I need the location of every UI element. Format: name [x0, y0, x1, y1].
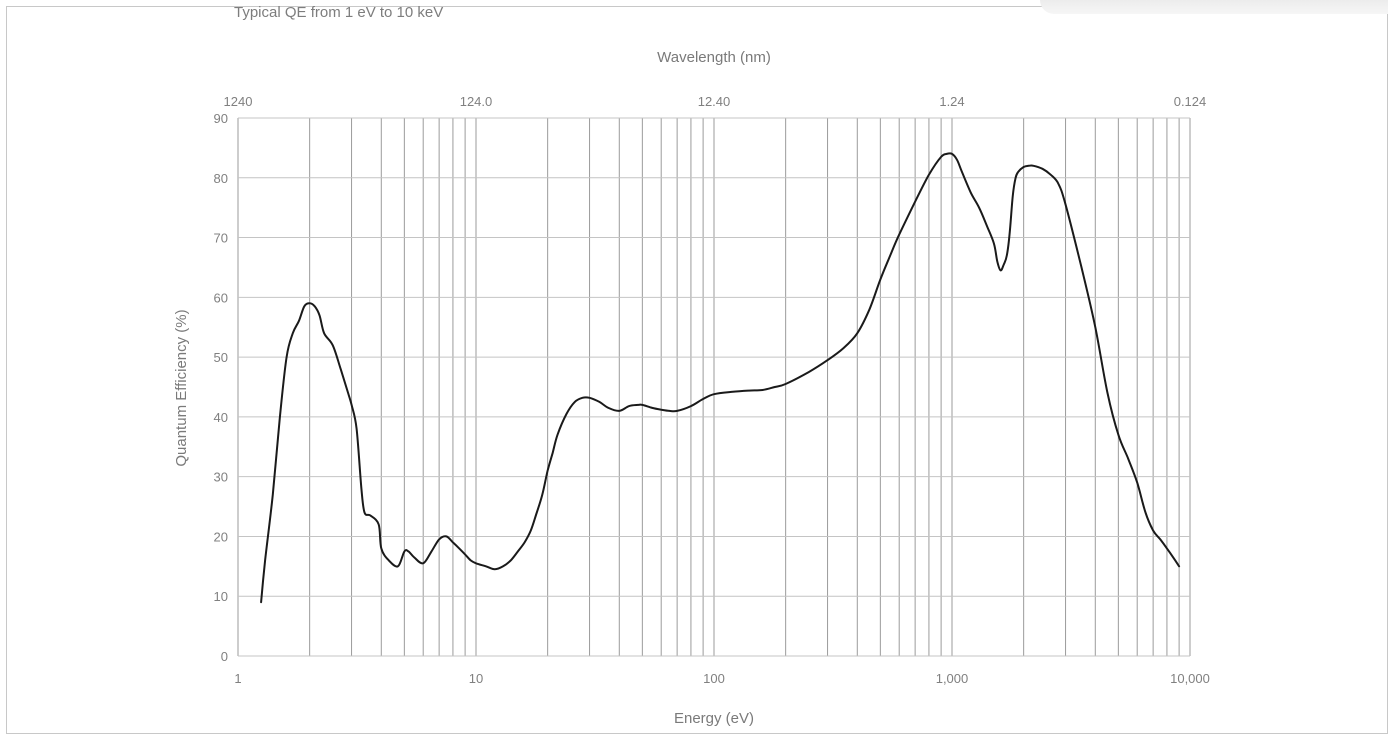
x-tick-label: 1: [234, 671, 241, 686]
y-tick-label: 50: [214, 350, 228, 365]
y-tick-label: 0: [221, 649, 228, 664]
y-axis-label: Quantum Efficiency (%): [173, 309, 190, 466]
y-tick-label: 20: [214, 529, 228, 544]
x-tick-label: 10,000: [1170, 671, 1210, 686]
qe-series-line: [260, 152, 1181, 604]
x-tick-label: 10: [469, 671, 483, 686]
y-tick-label: 10: [214, 589, 228, 604]
corner-tab: [1040, 0, 1388, 14]
x2-tick-labels: 1240 124.0 12.40 1.24 0.124: [224, 94, 1207, 109]
y-tick-label: 60: [214, 290, 228, 305]
y-tick-label: 90: [214, 111, 228, 126]
y-tick-label: 30: [214, 470, 228, 485]
x2-tick-label: 124.0: [460, 94, 493, 109]
chart-title: Typical QE from 1 eV to 10 keV: [234, 4, 444, 21]
x-tick-labels: 1 10 100 1,000 10,000: [234, 671, 1210, 686]
vertical-gridlines: [237, 118, 1191, 656]
x2-tick-label: 12.40: [698, 94, 731, 109]
y-tick-label: 70: [214, 231, 228, 246]
x-tick-label: 100: [703, 671, 725, 686]
x-axis-label: Energy (eV): [674, 710, 754, 727]
x-tick-label: 1,000: [936, 671, 969, 686]
y-tick-labels: 0 10 20 30 40 50 60 70 80 90: [214, 111, 228, 664]
x2-tick-label: 0.124: [1174, 94, 1207, 109]
horizontal-gridlines: [238, 117, 1190, 657]
x2-axis-label: Wavelength (nm): [657, 49, 771, 66]
y-tick-label: 40: [214, 410, 228, 425]
x2-tick-label: 1.24: [939, 94, 964, 109]
y-tick-label: 80: [214, 171, 228, 186]
x2-tick-label: 1240: [224, 94, 253, 109]
